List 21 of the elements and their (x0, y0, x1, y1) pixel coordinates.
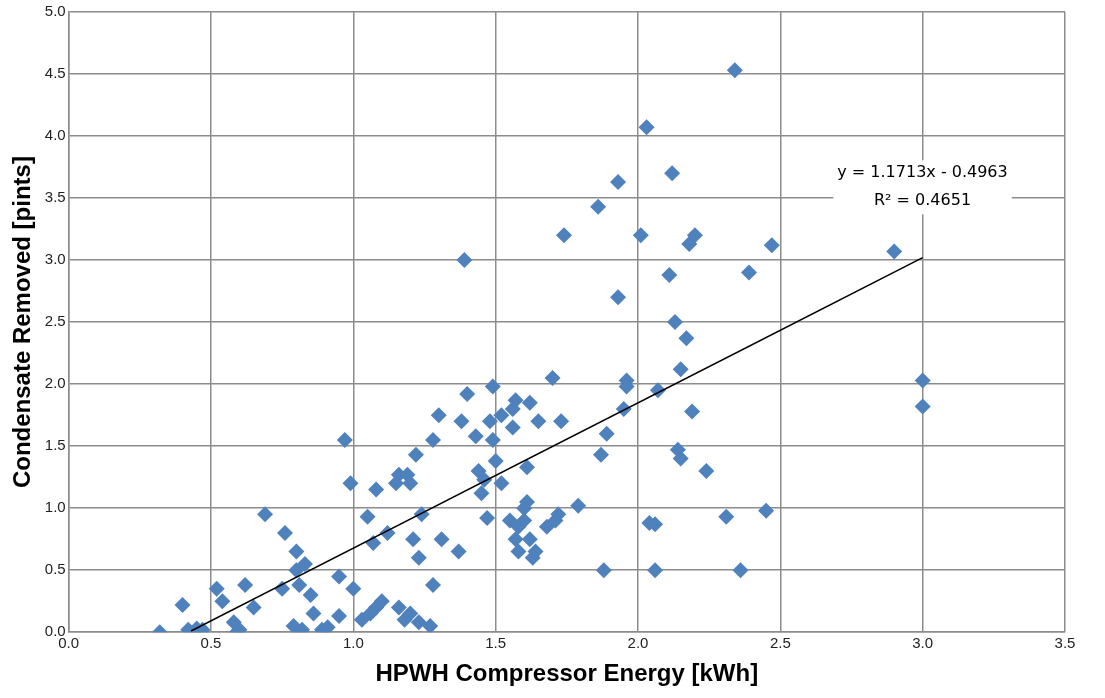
y-tick-label: 2.0 (44, 374, 66, 392)
x-tick-label: 3.0 (912, 634, 934, 652)
y-tick-label: 5.0 (44, 2, 66, 20)
x-tick-label: 0.5 (200, 634, 222, 652)
y-tick-label: 4.5 (44, 64, 66, 82)
y-axis-title: Condensate Removed [pints] (8, 156, 36, 489)
y-tick-label: 2.5 (44, 312, 66, 330)
x-tick-label: 3.5 (1054, 634, 1076, 652)
annotation: R² = 0.4651 (873, 190, 972, 210)
x-tick-label: 2.5 (769, 634, 791, 652)
x-axis-title: HPWH Compressor Energy [kWh] (375, 659, 759, 687)
annotation: y = 1.1713x - 0.4963 (837, 162, 1008, 182)
x-tick-label: 2.0 (627, 634, 649, 652)
y-tick-label: 1.0 (44, 498, 66, 516)
y-tick-label: 1.5 (44, 436, 66, 454)
y-tick-label: 3.0 (44, 250, 66, 268)
y-tick-label: 4.0 (44, 126, 66, 144)
x-tick-label: 1.0 (342, 634, 364, 652)
y-tick-label: 3.5 (44, 188, 66, 206)
x-tick-label: 1.5 (485, 634, 507, 652)
y-tick-label: 0.5 (44, 560, 66, 578)
